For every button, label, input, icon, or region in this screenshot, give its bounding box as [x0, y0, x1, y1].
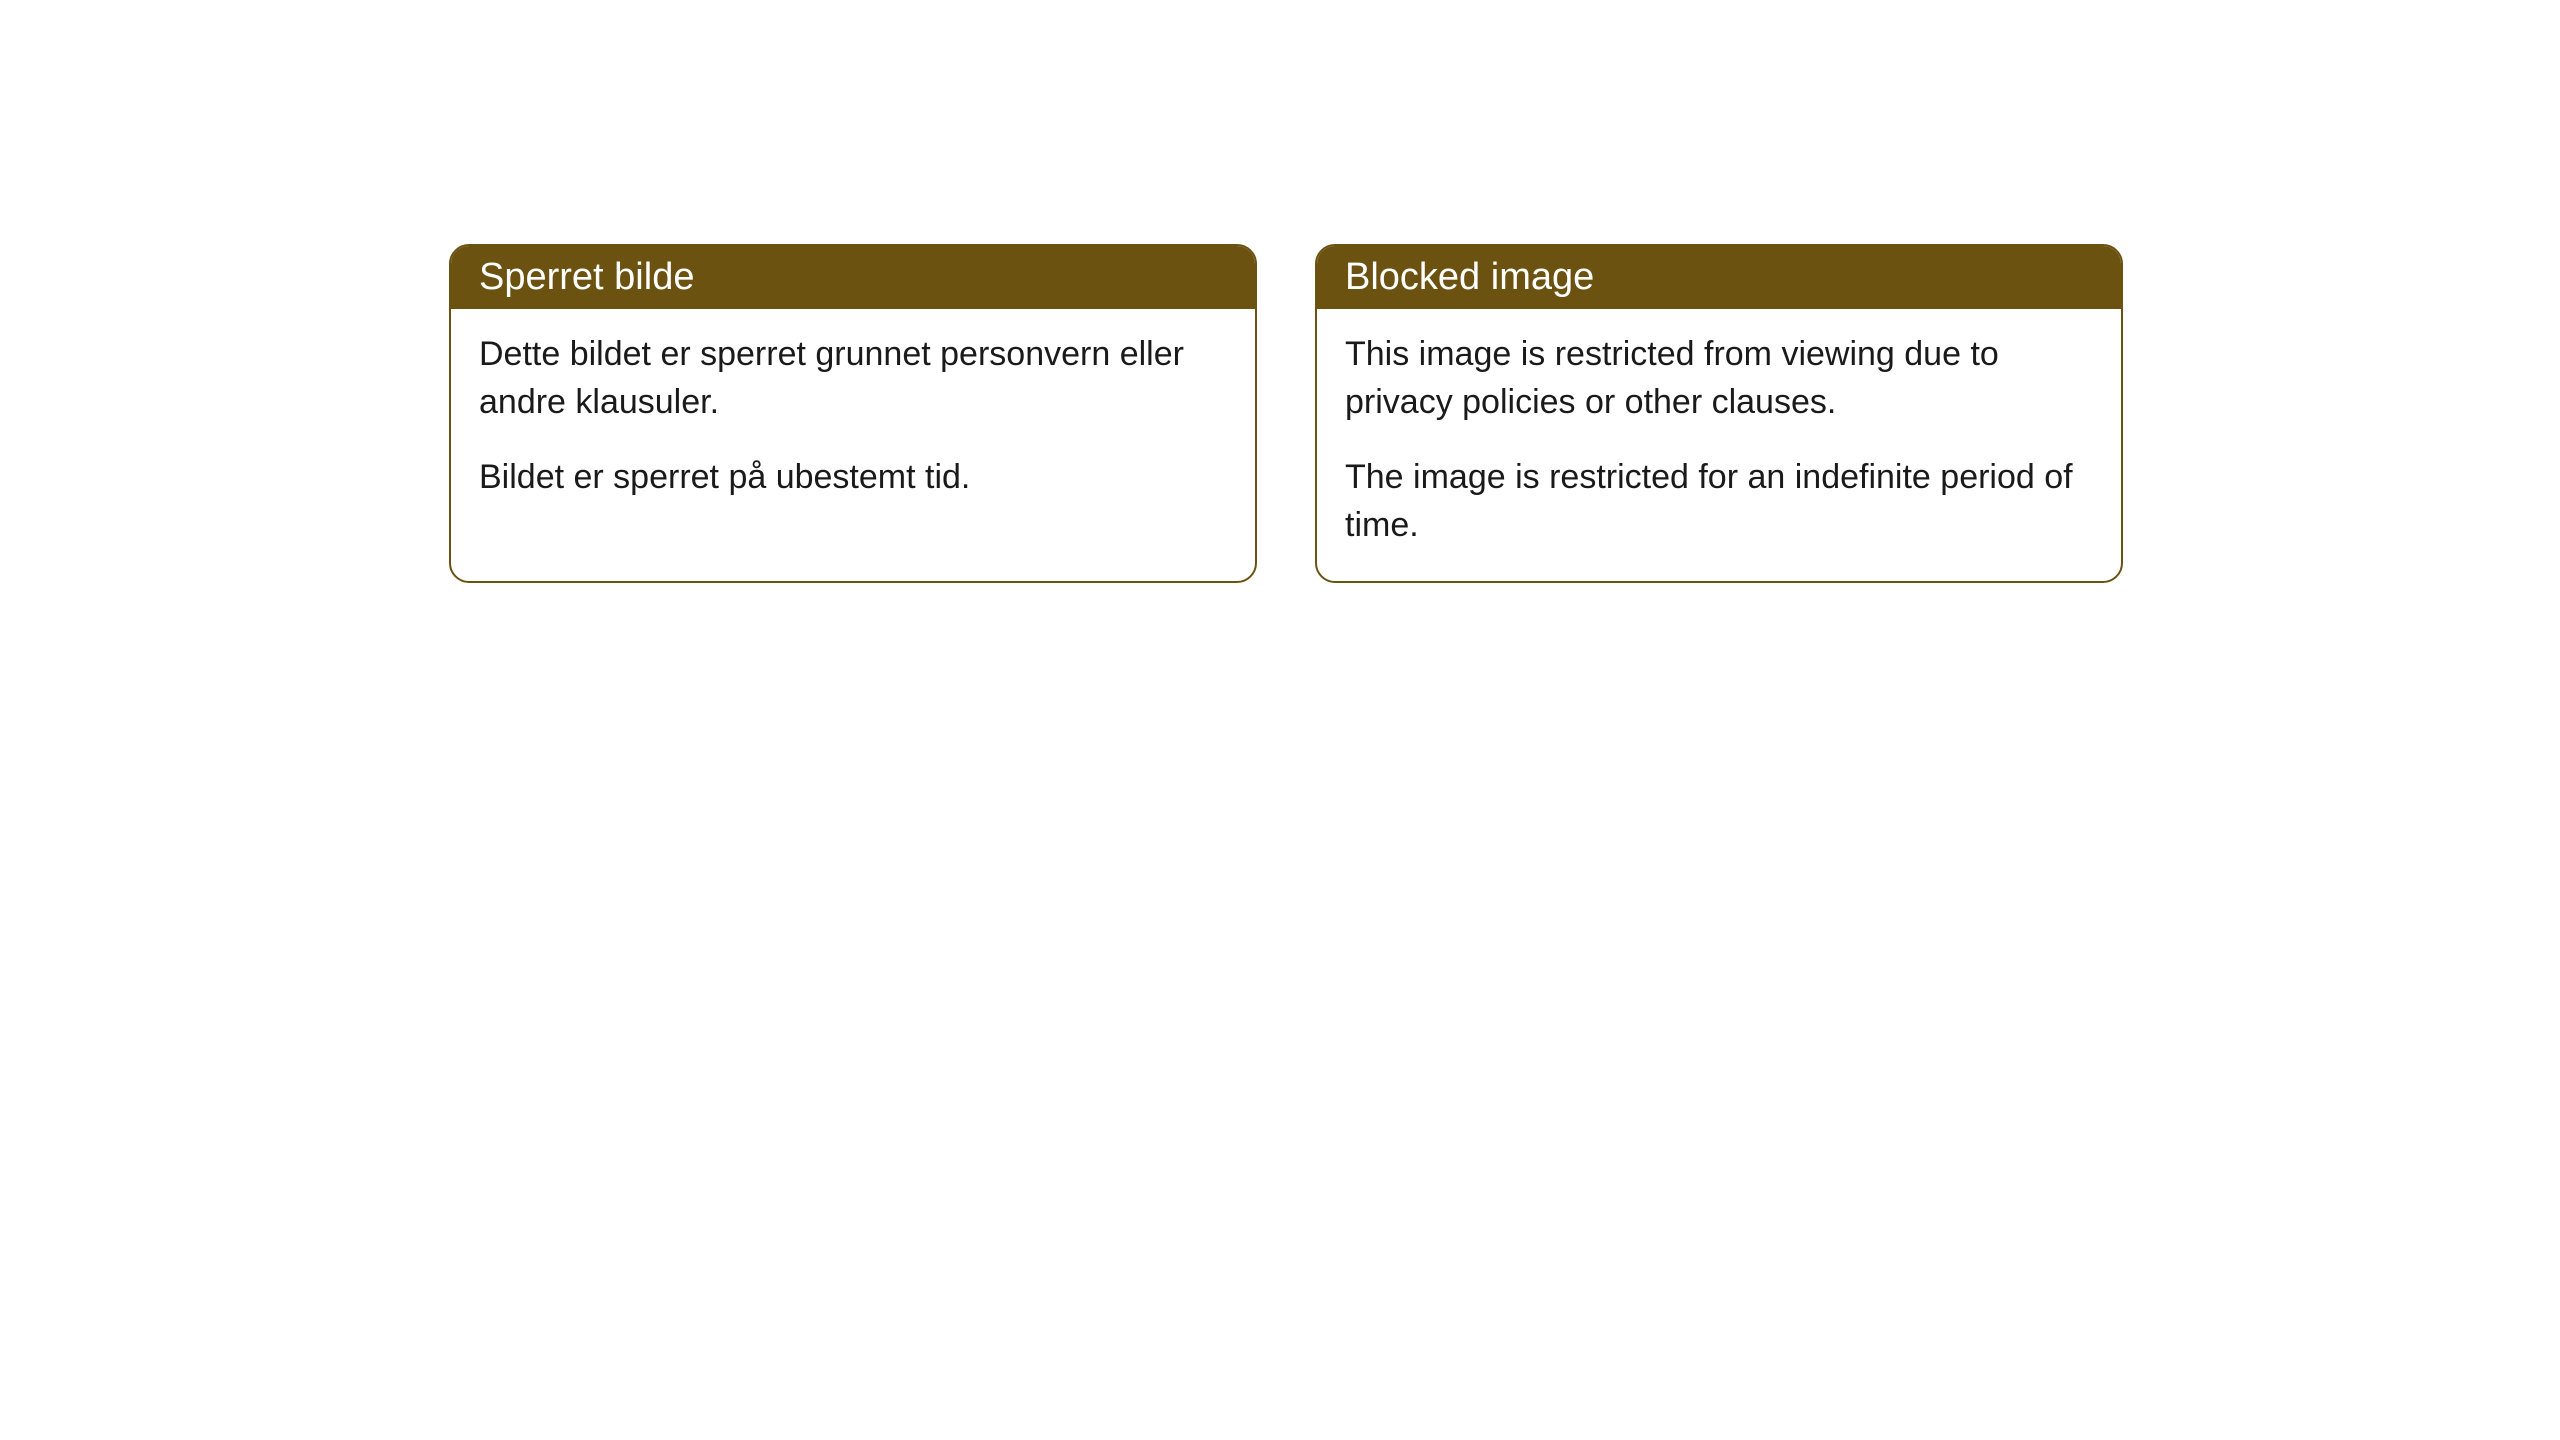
card-paragraph: Dette bildet er sperret grunnet personve…: [479, 331, 1227, 426]
card-title: Sperret bilde: [479, 256, 694, 298]
card-header-norwegian: Sperret bilde: [451, 246, 1255, 309]
cards-container: Sperret bilde Dette bildet er sperret gr…: [0, 0, 2560, 583]
card-paragraph: The image is restricted for an indefinit…: [1345, 454, 2093, 549]
card-paragraph: This image is restricted from viewing du…: [1345, 331, 2093, 426]
card-paragraph: Bildet er sperret på ubestemt tid.: [479, 454, 1227, 502]
card-body-norwegian: Dette bildet er sperret grunnet personve…: [451, 309, 1255, 534]
card-english: Blocked image This image is restricted f…: [1315, 244, 2123, 583]
card-title: Blocked image: [1345, 256, 1594, 298]
card-body-english: This image is restricted from viewing du…: [1317, 309, 2121, 581]
card-header-english: Blocked image: [1317, 246, 2121, 309]
card-norwegian: Sperret bilde Dette bildet er sperret gr…: [449, 244, 1257, 583]
